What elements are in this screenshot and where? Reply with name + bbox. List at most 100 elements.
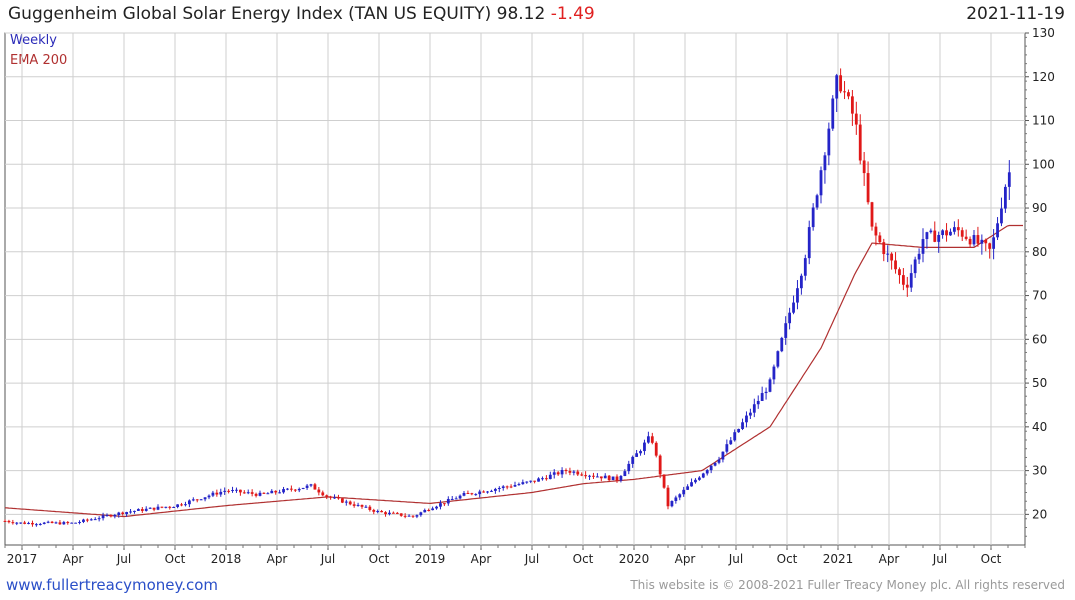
candle-body [717, 459, 721, 463]
candle-body [215, 492, 219, 495]
x-tick-label: 2021 [823, 552, 854, 566]
candle-body [305, 485, 309, 488]
candle-body [682, 489, 686, 495]
candle-body [678, 494, 682, 498]
candle-body [176, 504, 180, 508]
y-tick-label: 40 [1032, 420, 1047, 434]
candle-body [344, 501, 348, 503]
candle-body [219, 491, 223, 495]
candle-body [619, 476, 623, 481]
candle-body [803, 258, 807, 276]
candle-body [493, 488, 497, 491]
candle-body [282, 489, 285, 493]
candle-body [313, 484, 317, 490]
candle-body [364, 506, 368, 508]
candle-body [246, 492, 250, 494]
candle-body [466, 492, 470, 494]
candle-body [741, 422, 744, 429]
candle-body [996, 223, 999, 238]
x-tick-label: Jul [116, 552, 131, 566]
candle-body [435, 506, 438, 509]
x-tick-label: Apr [63, 552, 84, 566]
candle-body [172, 507, 176, 509]
x-tick-label: Apr [471, 552, 492, 566]
candle-body [890, 253, 894, 261]
candle-body [407, 515, 411, 517]
candle-body [646, 436, 650, 443]
candle-body [360, 504, 364, 507]
candle-body [266, 493, 270, 495]
candle-body [203, 497, 207, 500]
candle-body [603, 475, 607, 479]
candle-body [654, 442, 658, 456]
candle-body [894, 260, 897, 270]
candle-body [227, 490, 231, 492]
candle-body [97, 518, 101, 520]
candle-body [690, 482, 693, 487]
x-tick-label: 2018 [211, 552, 242, 566]
candle-body [462, 492, 466, 496]
y-tick-label: 130 [1032, 26, 1055, 40]
candle-body [780, 337, 784, 352]
x-tick-label: Jul [524, 552, 539, 566]
candle-body [160, 506, 164, 508]
y-tick-label: 120 [1032, 70, 1055, 84]
candle-body [701, 473, 705, 478]
candle-body [878, 235, 882, 243]
candle-body [584, 475, 588, 477]
website-link[interactable]: www.fullertreacymoney.com [6, 576, 219, 594]
candle-body [792, 302, 795, 313]
candle-body [368, 506, 372, 510]
candle-body [274, 490, 278, 493]
candle-body [144, 508, 148, 511]
candle-body [972, 235, 976, 245]
candle-body [945, 230, 948, 236]
candle-body [933, 230, 937, 242]
candle-body [709, 465, 713, 471]
candle-body [439, 503, 442, 507]
y-tick-label: 50 [1032, 376, 1047, 390]
candle-body [301, 487, 305, 489]
title-text: Guggenheim Global Solar Energy Index (TA… [8, 4, 492, 24]
candle-body [870, 202, 874, 227]
legend-ema: EMA 200 [10, 53, 68, 68]
candle-body [54, 522, 58, 524]
candle-body [7, 520, 11, 523]
candle-body [639, 451, 642, 454]
candle-body [799, 275, 803, 289]
candle-body [11, 522, 15, 524]
plot-frame [4, 32, 1026, 546]
candle-body [50, 521, 54, 523]
candle-body [745, 415, 748, 423]
candle-body [588, 475, 591, 477]
candle-body [109, 515, 113, 517]
candle-body [658, 455, 662, 475]
x-tick-label: 2020 [619, 552, 650, 566]
candle-body [89, 519, 93, 521]
candle-body [525, 481, 529, 483]
candle-body [101, 515, 105, 519]
candle-body [254, 493, 258, 496]
candle-body [258, 492, 262, 496]
x-tick-label: Oct [981, 552, 1002, 566]
candle-body [697, 477, 701, 480]
candle-body [909, 273, 913, 288]
candle-body [289, 488, 293, 490]
candle-body [380, 511, 384, 513]
candle-body [337, 497, 340, 499]
candle-body [968, 238, 972, 245]
candle-body [505, 486, 509, 488]
x-tick-label: 2017 [7, 552, 38, 566]
candle-body [835, 75, 839, 99]
candle-body [442, 503, 446, 505]
candle-body [38, 523, 42, 525]
candle-body [960, 230, 964, 237]
candle-body [847, 92, 850, 97]
candle-body [748, 412, 752, 416]
candle-body [85, 519, 89, 521]
candle-body [458, 495, 462, 499]
x-tick-label: Jul [932, 552, 947, 566]
candle-body [631, 456, 635, 464]
candle-body [478, 491, 482, 495]
